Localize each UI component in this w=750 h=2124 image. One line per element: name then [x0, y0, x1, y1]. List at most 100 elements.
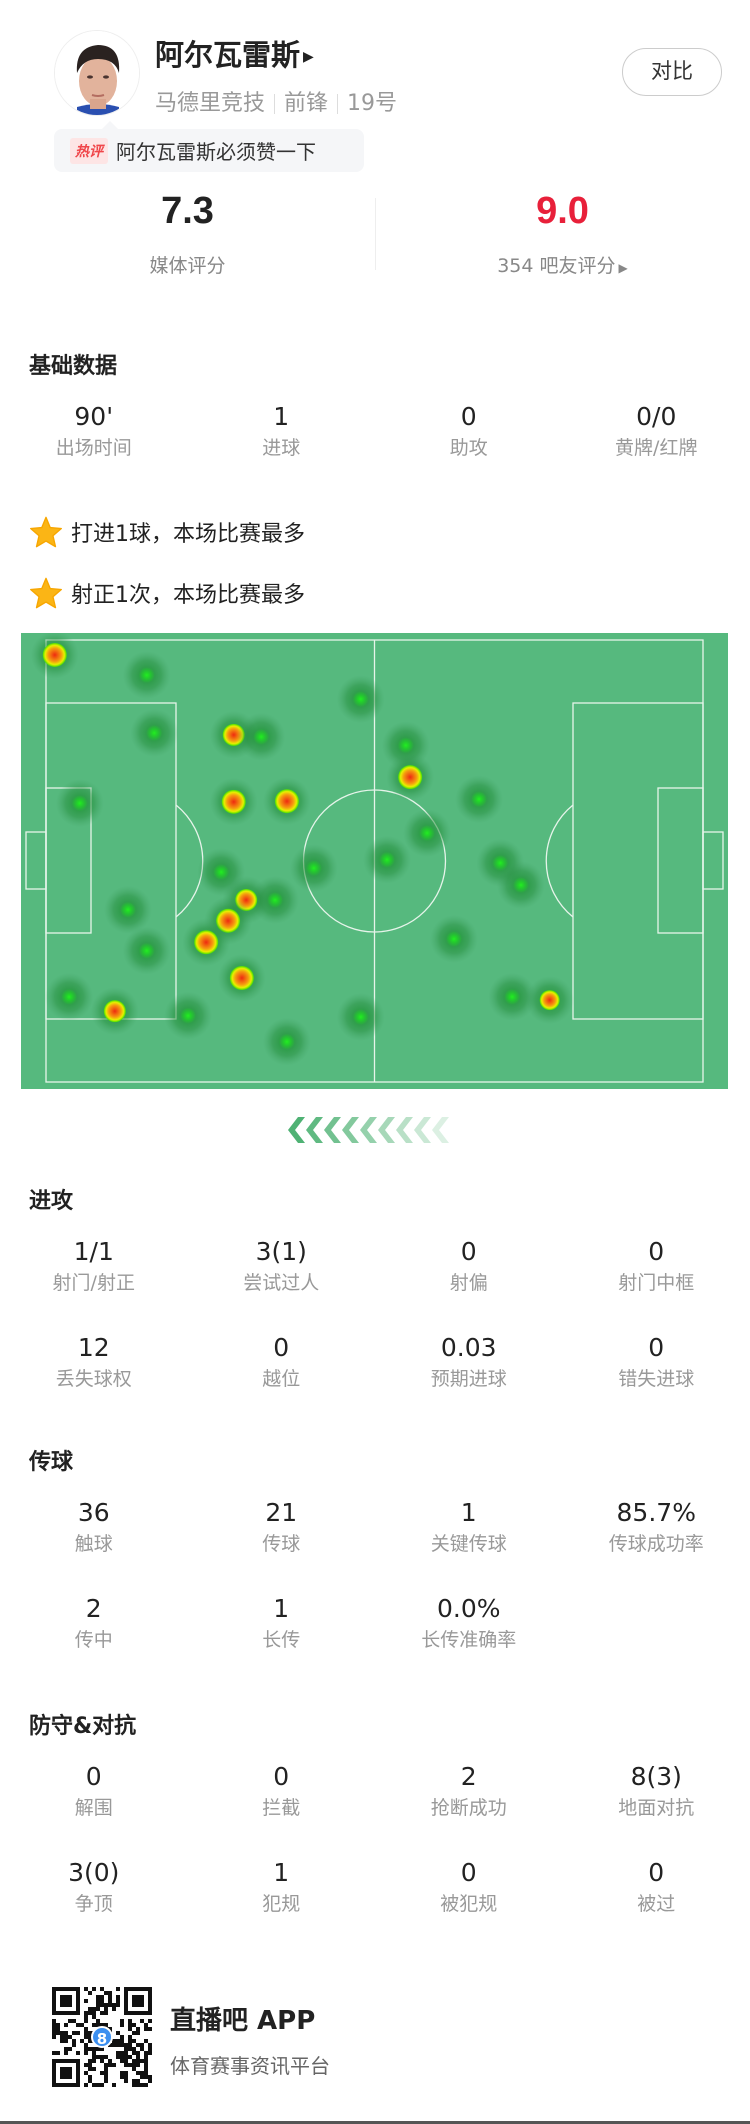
- stat-value: 1: [273, 402, 290, 431]
- heat-point: [103, 885, 152, 934]
- highlight-text: 打进1球，本场比赛最多: [71, 522, 305, 547]
- heat-point: [55, 779, 104, 828]
- passing-stats: 36 触球 21 传球 1 关键传球 85.7% 传球成功率 2 传中 1 长传 0.0% 长传准确率: [0, 1498, 750, 1652]
- player-meta: 马德里竞技 前锋 19号: [155, 85, 397, 117]
- stat-label: 射偏: [449, 1272, 488, 1294]
- heat-point: [130, 708, 179, 757]
- heat-point: [182, 918, 231, 967]
- stat-label: 被犯规: [440, 1893, 498, 1915]
- stat-basic: 0 助攻: [375, 402, 563, 460]
- highlight-text: 射正1次，本场比赛最多: [71, 583, 305, 608]
- media-rating-value: 7.3: [161, 190, 214, 232]
- team-name: 马德里竞技: [155, 91, 266, 116]
- stat-value: 0: [648, 1237, 665, 1266]
- chevron-left-icon: [306, 1117, 323, 1143]
- stat-attack: 12 丢失球权: [0, 1333, 188, 1391]
- qr-code[interactable]: [52, 1987, 152, 2087]
- heat-point: [30, 633, 79, 679]
- stat-label: 长传准确率: [421, 1629, 517, 1651]
- stat-value: 90': [74, 402, 114, 431]
- heat-point: [122, 926, 171, 975]
- heat-point: [403, 809, 452, 858]
- heat-point: [209, 777, 258, 826]
- stat-label: 关键传球: [430, 1533, 507, 1555]
- stat-label: 传球成功率: [608, 1533, 704, 1555]
- chevron-left-icon: [396, 1117, 413, 1143]
- stat-defense: 0 被过: [563, 1858, 750, 1916]
- heat-point: [363, 835, 412, 884]
- stat-attack: 0 越位: [188, 1333, 376, 1391]
- stat-value: 12: [77, 1333, 110, 1362]
- stat-label: 错失进球: [618, 1368, 695, 1390]
- heatmap-pitch: [21, 633, 728, 1089]
- arrow-right-icon: ▶: [303, 49, 314, 65]
- rating-divider: [375, 198, 376, 270]
- stat-label: 犯规: [262, 1893, 301, 1915]
- stat-label: 黄牌/红牌: [615, 437, 698, 459]
- fan-rating-label: 354 吧友评分: [497, 255, 616, 277]
- goal-right: [702, 831, 724, 890]
- player-name[interactable]: 阿尔瓦雷斯 ▶: [155, 32, 314, 74]
- hot-comment[interactable]: 热评 阿尔瓦雷斯必须赞一下: [54, 121, 364, 172]
- stat-label: 拦截: [262, 1797, 301, 1819]
- attack-stats: 1/1 射门/射正 3(1) 尝试过人 0 射偏 0 射门中框 12 丢失球权 0 越位 0.03 预期进…: [0, 1237, 750, 1391]
- stat-value: 0/0: [636, 402, 677, 431]
- stat-value: 0: [85, 1762, 102, 1791]
- heat-point: [122, 651, 171, 700]
- position: 前锋: [284, 91, 329, 116]
- stat-label: 射门中框: [618, 1272, 695, 1294]
- heat-point: [262, 777, 311, 826]
- stat-passing: 1 关键传球: [375, 1498, 563, 1556]
- fan-rating[interactable]: 9.0 354 吧友评分 ▶: [375, 190, 750, 278]
- stat-value: 0: [460, 1858, 477, 1887]
- divider: [337, 94, 339, 114]
- highlight-item: 打进1球，本场比赛最多: [29, 516, 305, 548]
- player-name-text: 阿尔瓦雷斯: [155, 38, 301, 72]
- player-avatar[interactable]: [54, 30, 140, 116]
- stat-label: 长传: [262, 1629, 301, 1651]
- stat-value: 0: [273, 1762, 290, 1791]
- stat-basic: 0/0 黄牌/红牌: [563, 402, 750, 460]
- hot-comment-text: 阿尔瓦雷斯必须赞一下: [116, 140, 316, 164]
- heat-point: [386, 753, 435, 802]
- stat-value: 1: [273, 1858, 290, 1887]
- stat-attack: 0 射偏: [375, 1237, 563, 1295]
- stat-passing: 21 传球: [188, 1498, 376, 1556]
- stat-value: 1/1: [73, 1237, 114, 1266]
- compare-button[interactable]: 对比: [622, 48, 722, 96]
- stat-passing: 0.0% 长传准确率: [375, 1594, 563, 1652]
- stat-label: 越位: [262, 1368, 301, 1390]
- stat-passing: 2 传中: [0, 1594, 188, 1652]
- heat-point: [237, 712, 286, 761]
- stat-defense: 3(0) 争顶: [0, 1858, 188, 1916]
- divider: [274, 94, 276, 114]
- chevron-left-icon: [378, 1117, 395, 1143]
- stat-value: 0: [460, 402, 477, 431]
- stat-passing: 36 触球: [0, 1498, 188, 1556]
- stat-value: 1: [460, 1498, 477, 1527]
- stat-value: 2: [85, 1594, 102, 1623]
- heat-point: [488, 972, 537, 1021]
- stat-defense: 0 解围: [0, 1762, 188, 1820]
- stat-basic: 90' 出场时间: [0, 402, 188, 460]
- star-icon: [30, 516, 62, 548]
- stat-attack: 0 射门中框: [563, 1237, 750, 1295]
- player-photo: [55, 31, 139, 115]
- stat-value: 21: [265, 1498, 298, 1527]
- stat-value: 0.03: [440, 1333, 497, 1362]
- stat-value: 1: [273, 1594, 290, 1623]
- stat-label: 助攻: [449, 437, 488, 459]
- chevron-left-icon: [360, 1117, 377, 1143]
- stat-value: 2: [460, 1762, 477, 1791]
- media-rating: 7.3 媒体评分: [0, 190, 375, 278]
- stat-value: 0: [648, 1858, 665, 1887]
- stat-label: 抢断成功: [430, 1797, 507, 1819]
- heat-point: [429, 915, 478, 963]
- shirt-number: 19号: [347, 91, 398, 116]
- stat-label: 进球: [262, 437, 301, 459]
- chevron-left-icon: [342, 1117, 359, 1143]
- stat-value: 0: [460, 1237, 477, 1266]
- heat-point: [262, 1017, 311, 1066]
- stat-attack: 0 错失进球: [563, 1333, 750, 1391]
- heat-point: [164, 991, 213, 1040]
